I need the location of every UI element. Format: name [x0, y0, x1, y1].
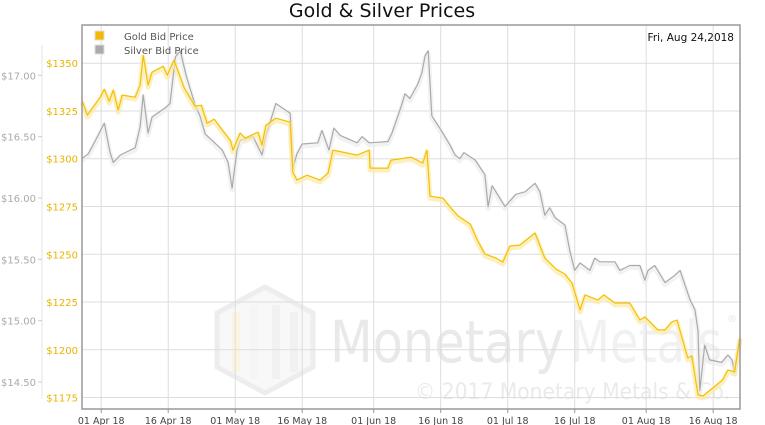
chart-title: Gold & Silver Prices	[289, 0, 475, 22]
x-tick-label: 01 Apr 18	[78, 416, 125, 425]
gold-axis-tick-label: $1350	[46, 59, 78, 70]
watermark-name-monetary: Monetary	[330, 308, 564, 376]
x-tick-label: 01 Jul 18	[487, 416, 529, 425]
watermark-copyright: © 2017 Monetary Metals & Co.	[415, 380, 730, 405]
legend-item-gold[interactable]: Gold Bid Price	[94, 30, 194, 43]
silver-axis-tick-label: $15.50	[1, 255, 36, 266]
gold-swatch-icon	[94, 30, 105, 41]
gold-axis-tick-label: $1225	[46, 298, 78, 309]
gold-axis-tick-label: $1200	[46, 346, 78, 357]
x-tick-label: 16 Jul 18	[554, 416, 596, 425]
legend[interactable]: Gold Bid Price Silver Bid Price	[94, 30, 199, 57]
silver-axis-tick-label: $17.00	[1, 71, 36, 82]
silver-swatch-icon	[94, 44, 105, 55]
gold-axis-tick-label: $1300	[46, 155, 78, 166]
watermark: Monetary Metals ® © 2017 Monetary Metals…	[214, 284, 737, 405]
x-tick-label: 16 Jun 18	[418, 416, 463, 425]
legend-item-silver[interactable]: Silver Bid Price	[94, 44, 199, 57]
gold-series-line	[81, 54, 741, 397]
watermark-registered: ®	[727, 314, 737, 325]
silver-axis-tick-label: $16.50	[1, 133, 36, 144]
x-tick-label: 16 Aug 18	[689, 416, 738, 425]
axes: 01 Apr 18 16 Apr 18 01 May 18 16 May 18 01 J…	[1, 45, 738, 425]
monetary-metals-logo-icon	[214, 284, 316, 396]
silver-axis-tick-label: $16.00	[1, 194, 36, 205]
x-tick-label: 16 Apr 18	[145, 416, 192, 425]
x-tick-label: 01 May 18	[210, 416, 260, 425]
silver-axis-tick-label: $15.00	[1, 317, 36, 328]
date-label: Fri, Aug 24,2018	[648, 32, 734, 44]
gold-axis-tick-label: $1275	[46, 202, 78, 213]
grid	[82, 25, 740, 409]
legend-label-silver: Silver Bid Price	[124, 46, 199, 57]
gold-series-glow	[79, 54, 743, 401]
series-lines	[79, 50, 743, 401]
legend-label-gold: Gold Bid Price	[124, 32, 194, 43]
plot-frame	[81, 24, 741, 410]
x-tick-label: 01 Jun 18	[351, 416, 396, 425]
silver-series-line	[81, 50, 741, 392]
silver-axis-tick-label: $14.50	[1, 378, 36, 389]
gold-axis-tick-label: $1325	[46, 107, 78, 118]
x-tick-label: 16 May 18	[277, 416, 327, 425]
gold-axis-tick-label: $1175	[46, 394, 78, 405]
x-tick-label: 01 Aug 18	[622, 416, 671, 425]
gold-axis-tick-label: $1250	[46, 250, 78, 261]
